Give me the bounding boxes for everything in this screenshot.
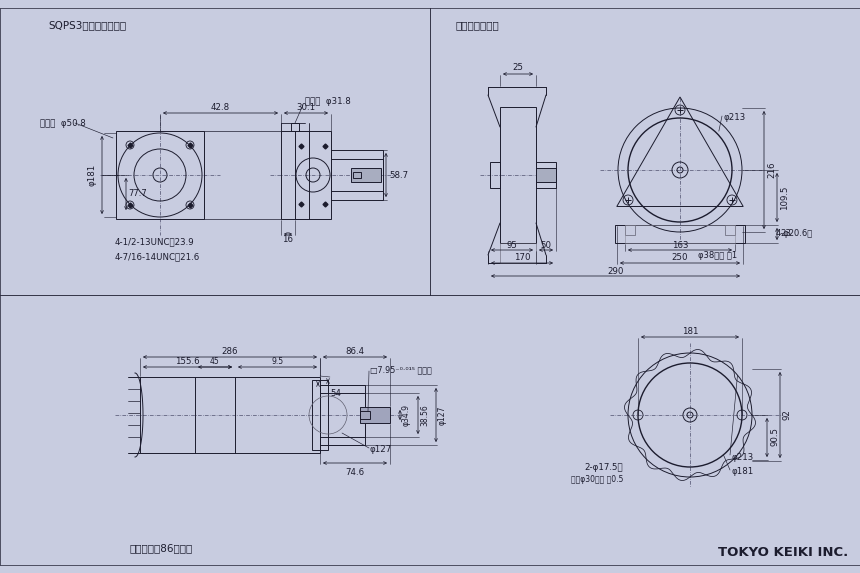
Text: 250: 250 [672, 253, 688, 262]
Bar [331, 159, 383, 191]
Text: 155.6: 155.6 [175, 358, 200, 367]
Text: 90.5: 90.5 [770, 427, 779, 446]
Text: 45: 45 [210, 358, 220, 367]
Bar [500, 243, 536, 263]
Text: 23: 23 [780, 230, 791, 238]
Bar [291, 123, 299, 131]
Text: 50: 50 [540, 241, 551, 249]
Text: φ213: φ213 [724, 113, 746, 122]
Bar [360, 407, 390, 423]
Text: 30.1: 30.1 [297, 103, 316, 112]
Bar [490, 162, 500, 188]
Bar [116, 131, 204, 219]
Text: 38.56: 38.56 [420, 404, 429, 426]
Text: 92: 92 [783, 410, 792, 421]
Text: 9.5: 9.5 [272, 358, 284, 367]
Text: □7.95⁻⁰·⁰¹⁵ 平行键: □7.95⁻⁰·⁰¹⁵ 平行键 [370, 366, 432, 375]
Text: 25: 25 [513, 64, 524, 73]
Text: 注）图示了86型轴。: 注）图示了86型轴。 [130, 543, 194, 553]
Text: φ213: φ213 [732, 453, 754, 461]
Text: 排油口  φ31.8: 排油口 φ31.8 [305, 96, 351, 105]
Text: φ127: φ127 [370, 445, 392, 454]
Bar [536, 168, 556, 182]
Text: φ181: φ181 [732, 468, 754, 477]
Bar [615, 225, 745, 243]
Text: 86.4: 86.4 [346, 347, 365, 356]
Text: 109.5: 109.5 [780, 185, 789, 210]
Bar [351, 168, 381, 182]
Bar [725, 225, 735, 235]
Bar [295, 131, 331, 219]
Bar [281, 131, 309, 219]
Text: φ34.9: φ34.9 [402, 404, 411, 426]
Bar [353, 172, 361, 178]
Text: 95: 95 [507, 241, 518, 249]
Text: 290: 290 [607, 266, 624, 276]
Bar [536, 162, 556, 188]
Text: 216: 216 [767, 162, 776, 178]
Bar [625, 225, 735, 243]
Bar [312, 380, 328, 450]
Text: 2-φ17.5孔: 2-φ17.5孔 [585, 464, 623, 473]
Text: 54: 54 [330, 389, 341, 398]
Text: φ181: φ181 [88, 164, 96, 186]
Text: φ38沉孔 淲1: φ38沉孔 淲1 [697, 251, 737, 260]
Text: 170: 170 [513, 253, 531, 262]
Bar [500, 107, 536, 243]
Text: 吸油口  φ50.8: 吸油口 φ50.8 [40, 119, 86, 128]
Text: 181: 181 [682, 328, 698, 336]
Bar [320, 385, 365, 445]
Text: 4-7/16-14UNC淲21.6: 4-7/16-14UNC淲21.6 [115, 252, 200, 261]
Text: 163: 163 [672, 241, 688, 249]
Text: 背面φ30沉孔 淲0.5: 背面φ30沉孔 淲0.5 [571, 476, 623, 485]
Bar [140, 377, 320, 453]
Bar [320, 393, 365, 437]
Text: 4-φ20.6孔: 4-φ20.6孔 [776, 229, 814, 237]
Bar [360, 411, 370, 419]
Text: SQPS3（法兰安装型）: SQPS3（法兰安装型） [48, 20, 126, 30]
Text: （脚架安装型）: （脚架安装型） [455, 20, 499, 30]
Text: 74.6: 74.6 [346, 468, 365, 477]
Text: 42.8: 42.8 [211, 103, 230, 112]
Text: 4-1/2-13UNC淲23.9: 4-1/2-13UNC淲23.9 [115, 237, 194, 246]
Text: φ127: φ127 [438, 405, 447, 425]
Bar [331, 150, 383, 200]
Bar [625, 225, 635, 235]
Text: 16: 16 [282, 236, 293, 245]
Text: TOKYO KEIKI INC.: TOKYO KEIKI INC. [718, 547, 848, 559]
Text: 58.7: 58.7 [389, 171, 408, 179]
Text: 77.7: 77.7 [128, 190, 147, 198]
Text: 286: 286 [222, 347, 238, 356]
